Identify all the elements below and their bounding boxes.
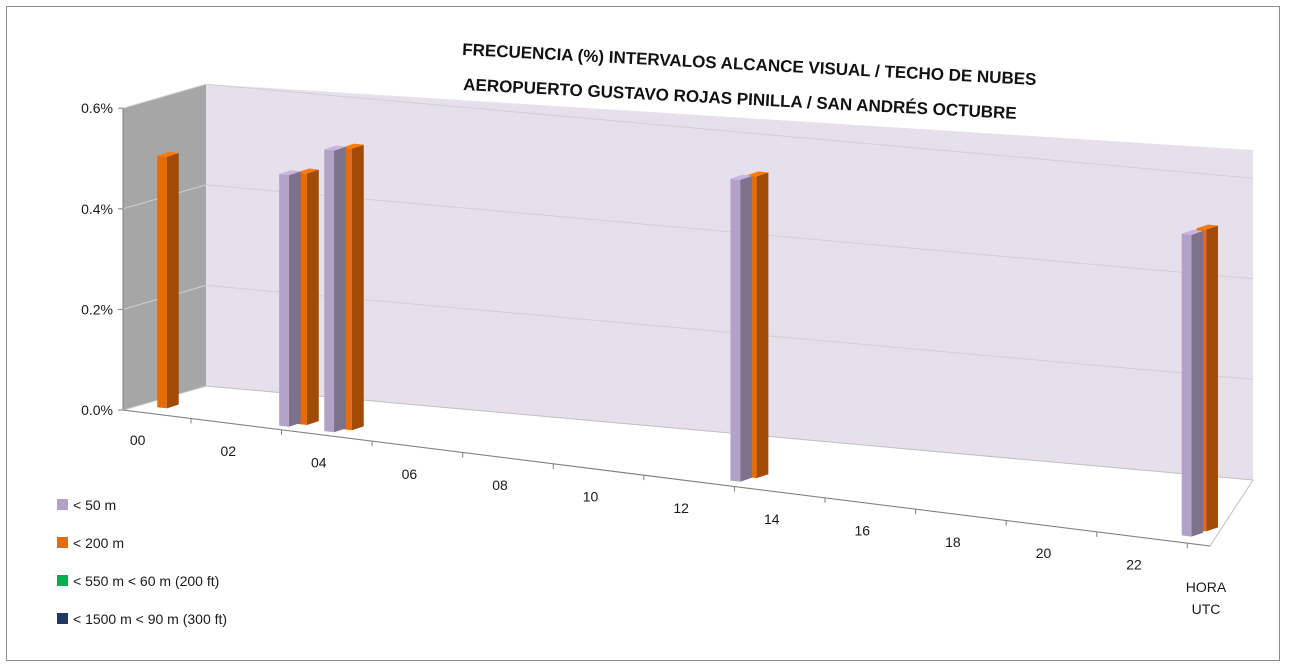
legend-swatch [57,499,68,510]
y-tick-label: 0.4% [81,201,113,217]
gridline [205,184,1254,280]
bar-front-face [157,155,167,409]
x-tick-label: 08 [492,477,508,493]
x-tick-label: 10 [583,489,599,505]
legend-label: < 1500 m < 90 m (300 ft) [73,611,227,627]
bar-side-face [166,153,179,409]
gridline [205,83,1254,179]
bar-top-face [342,143,364,149]
x-tick-label: 18 [945,534,961,550]
x-tick-label: 02 [220,443,236,459]
bar-top-face [279,170,301,176]
x-axis-title-line-2: UTC [1192,601,1221,617]
bar--50-m-13 [730,174,752,482]
legend-label: < 200 m [73,535,124,551]
bar-side-face [288,171,301,427]
gridline [205,284,1254,380]
bar-top-face [157,151,179,157]
x-axis-line [122,409,1211,547]
bar-side-face [351,144,364,431]
legend-label: < 550 m < 60 m (200 ft) [73,573,219,589]
bar-top-face [1196,224,1218,230]
x-tick-label: 22 [1126,557,1142,573]
y-tick-label: 0.0% [81,402,113,418]
bar--50-m-23 [1181,229,1204,537]
bar-front-face [324,149,335,433]
bar--200-m-00 [157,151,179,409]
bar-top-face [324,145,346,151]
bar-top-face [1181,229,1204,235]
bar--50-m-03 [279,170,301,427]
bar-top-face [746,171,769,177]
bar-side-face [740,175,752,482]
bar-side-face [756,172,769,479]
x-axis-title-line-1: HORA [1186,579,1227,595]
x-tick-label: 14 [764,511,780,527]
legend-swatch [57,575,68,586]
back-wall [206,84,1253,480]
bar-side-face [1191,230,1204,537]
y-tick-label: 0.2% [81,301,113,317]
legend: < 50 m < 200 m < 550 m < 60 m (200 ft) < 15… [57,497,227,627]
bar-side-face [334,146,346,433]
x-tick-label: 06 [402,466,418,482]
x-tick-label: 00 [130,432,146,448]
bar-side-face [306,169,319,425]
x-tick-label: 04 [311,455,327,471]
legend-label: < 50 m [73,497,116,513]
bar--50-m-04 [324,145,346,433]
bar-front-face [1181,233,1192,537]
x-tick-label: 12 [673,500,689,516]
y-tick-label: 0.6% [81,100,113,116]
bar-top-face [297,168,319,174]
bar-top-face [730,174,752,180]
x-tick-label: 16 [855,523,871,539]
side-wall-gridline [122,83,207,109]
bar-side-face [1206,225,1218,532]
legend-swatch [57,537,68,548]
legend-swatch [57,613,68,624]
bar-front-face [279,174,289,427]
bar-front-face [730,178,741,482]
x-tick-label: 20 [1036,545,1052,561]
